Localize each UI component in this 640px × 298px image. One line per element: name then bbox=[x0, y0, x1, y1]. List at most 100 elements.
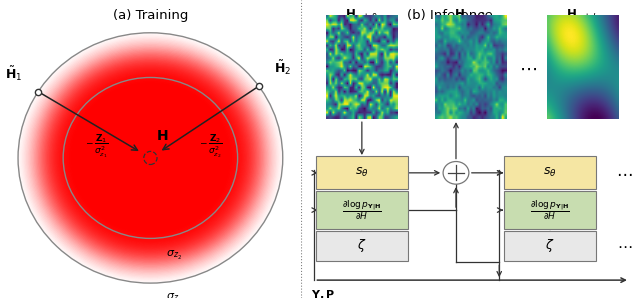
Text: $s_\theta$: $s_\theta$ bbox=[543, 166, 557, 179]
Ellipse shape bbox=[86, 97, 215, 219]
Ellipse shape bbox=[51, 64, 250, 252]
Text: $\mathbf{H}_\mathrm{est,0}$: $\mathbf{H}_\mathrm{est,0}$ bbox=[345, 7, 378, 24]
Ellipse shape bbox=[140, 148, 161, 168]
Ellipse shape bbox=[132, 140, 169, 176]
Ellipse shape bbox=[103, 113, 198, 203]
Ellipse shape bbox=[124, 133, 177, 183]
Ellipse shape bbox=[147, 154, 154, 162]
Ellipse shape bbox=[75, 87, 226, 229]
FancyBboxPatch shape bbox=[316, 191, 408, 229]
Ellipse shape bbox=[123, 132, 178, 184]
Text: $\mathbf{Y, P}$: $\mathbf{Y, P}$ bbox=[311, 288, 335, 298]
Ellipse shape bbox=[83, 94, 218, 222]
Text: $\zeta$: $\zeta$ bbox=[357, 237, 367, 254]
Text: $\cdots$: $\cdots$ bbox=[519, 60, 537, 77]
Ellipse shape bbox=[80, 91, 221, 224]
Ellipse shape bbox=[136, 144, 165, 172]
Ellipse shape bbox=[71, 83, 230, 233]
Text: $s_\theta$: $s_\theta$ bbox=[355, 166, 369, 179]
Ellipse shape bbox=[125, 134, 175, 182]
Ellipse shape bbox=[106, 115, 195, 201]
Ellipse shape bbox=[76, 88, 225, 228]
Ellipse shape bbox=[68, 80, 232, 235]
Ellipse shape bbox=[116, 125, 185, 190]
Circle shape bbox=[443, 162, 469, 184]
Ellipse shape bbox=[88, 99, 212, 217]
Ellipse shape bbox=[128, 137, 173, 179]
Ellipse shape bbox=[113, 123, 188, 193]
Ellipse shape bbox=[81, 93, 220, 223]
Ellipse shape bbox=[79, 90, 222, 226]
Text: $\dfrac{\partial \log p_{\mathbf{Y}|\mathbf{H}}}{\partial H}$: $\dfrac{\partial \log p_{\mathbf{Y}|\mat… bbox=[530, 198, 570, 222]
Ellipse shape bbox=[95, 105, 206, 210]
Ellipse shape bbox=[118, 128, 182, 188]
Ellipse shape bbox=[63, 75, 237, 240]
FancyBboxPatch shape bbox=[504, 191, 596, 229]
Ellipse shape bbox=[127, 135, 174, 181]
Text: (b) Inference: (b) Inference bbox=[407, 9, 493, 22]
Text: $\mathbf{H}_\mathrm{est,\mathit{L}}$: $\mathbf{H}_\mathrm{est,\mathit{L}}$ bbox=[566, 7, 599, 24]
Ellipse shape bbox=[59, 72, 242, 244]
Ellipse shape bbox=[66, 78, 235, 238]
Ellipse shape bbox=[84, 95, 216, 221]
Ellipse shape bbox=[115, 124, 186, 192]
Text: $\tilde{\mathbf{H}}_2$: $\tilde{\mathbf{H}}_2$ bbox=[275, 59, 291, 77]
Ellipse shape bbox=[111, 120, 190, 195]
Text: $\cdots$: $\cdots$ bbox=[617, 238, 632, 253]
FancyBboxPatch shape bbox=[504, 156, 596, 189]
Ellipse shape bbox=[34, 48, 267, 268]
Ellipse shape bbox=[65, 77, 236, 239]
Ellipse shape bbox=[35, 49, 266, 267]
Ellipse shape bbox=[109, 119, 191, 197]
Ellipse shape bbox=[45, 58, 256, 258]
Ellipse shape bbox=[43, 57, 258, 259]
Ellipse shape bbox=[90, 100, 211, 215]
Text: $-\,\dfrac{\mathbf{Z}_1}{\sigma_{z_1}^2}$: $-\,\dfrac{\mathbf{Z}_1}{\sigma_{z_1}^2}… bbox=[84, 132, 108, 160]
Ellipse shape bbox=[70, 82, 231, 234]
Text: $\cdots$: $\cdots$ bbox=[616, 164, 633, 182]
Ellipse shape bbox=[91, 102, 210, 214]
Text: $-\,\dfrac{\mathbf{Z}_2}{\sigma_{z_2}^2}$: $-\,\dfrac{\mathbf{Z}_2}{\sigma_{z_2}^2}… bbox=[199, 132, 222, 160]
Ellipse shape bbox=[100, 110, 201, 206]
Text: $\dfrac{\partial \log p_{\mathbf{Y}|\mathbf{H}}}{\partial H}$: $\dfrac{\partial \log p_{\mathbf{Y}|\mat… bbox=[342, 198, 381, 222]
FancyBboxPatch shape bbox=[316, 231, 408, 261]
Ellipse shape bbox=[72, 84, 228, 232]
Ellipse shape bbox=[137, 145, 164, 170]
Text: $\mathbf{H}_\mathrm{est,1}$: $\mathbf{H}_\mathrm{est,1}$ bbox=[454, 7, 487, 24]
Ellipse shape bbox=[138, 147, 163, 169]
Text: (a) Training: (a) Training bbox=[113, 9, 188, 22]
Ellipse shape bbox=[129, 138, 172, 178]
Ellipse shape bbox=[92, 103, 209, 213]
Ellipse shape bbox=[49, 62, 252, 254]
Ellipse shape bbox=[148, 156, 153, 160]
Ellipse shape bbox=[39, 53, 262, 263]
Ellipse shape bbox=[42, 55, 259, 260]
Ellipse shape bbox=[120, 129, 181, 187]
Ellipse shape bbox=[61, 74, 239, 242]
Ellipse shape bbox=[60, 73, 241, 243]
Ellipse shape bbox=[141, 149, 159, 167]
Text: $\sigma_{z_1}$: $\sigma_{z_1}$ bbox=[166, 292, 182, 298]
Ellipse shape bbox=[50, 63, 251, 253]
Ellipse shape bbox=[101, 112, 200, 204]
Ellipse shape bbox=[96, 107, 205, 209]
Ellipse shape bbox=[143, 150, 158, 165]
Ellipse shape bbox=[104, 114, 196, 202]
Ellipse shape bbox=[46, 59, 255, 257]
Ellipse shape bbox=[108, 118, 193, 198]
FancyBboxPatch shape bbox=[504, 231, 596, 261]
Text: $\mathbf{H}$: $\mathbf{H}$ bbox=[156, 129, 168, 143]
Ellipse shape bbox=[77, 89, 223, 227]
Ellipse shape bbox=[145, 153, 156, 163]
Ellipse shape bbox=[56, 69, 244, 247]
Ellipse shape bbox=[40, 54, 260, 262]
Ellipse shape bbox=[117, 127, 184, 189]
Ellipse shape bbox=[47, 60, 253, 256]
Ellipse shape bbox=[54, 66, 247, 249]
Ellipse shape bbox=[58, 70, 243, 246]
Ellipse shape bbox=[36, 50, 264, 266]
Ellipse shape bbox=[131, 139, 170, 177]
Ellipse shape bbox=[38, 52, 263, 264]
Text: $\zeta$: $\zeta$ bbox=[545, 237, 555, 254]
Ellipse shape bbox=[144, 152, 157, 164]
